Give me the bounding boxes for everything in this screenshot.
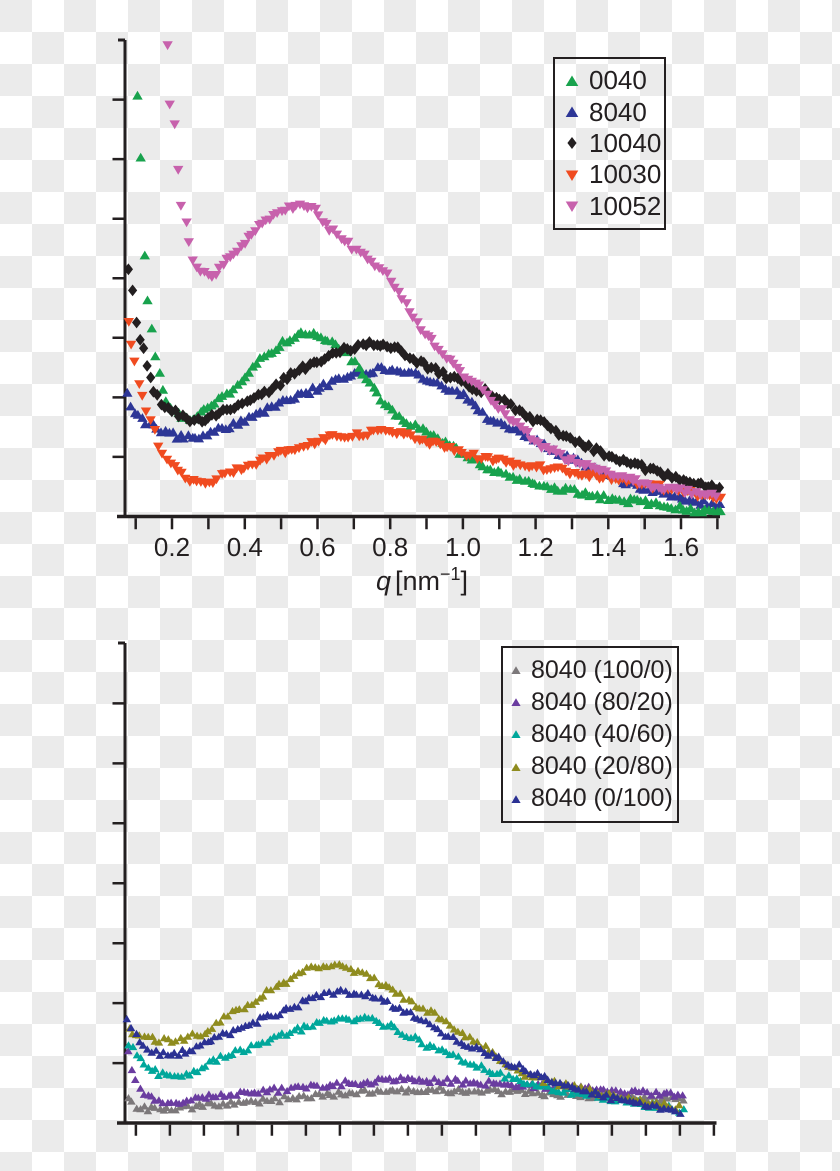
scatter-series-8040-100-0- xyxy=(124,1083,688,1115)
x-axis-unit-exponent: −1 xyxy=(440,564,461,584)
x-tick-label: 1.0 xyxy=(445,532,481,562)
legend-label: 0040 xyxy=(589,65,647,96)
triangle-down-icon xyxy=(565,170,579,181)
scatter-plot-top: 0.2 0.4 0.6 0.8 1.0 1.2 1.4 1.6 xyxy=(112,38,727,562)
scatter-series-0040 xyxy=(132,90,726,517)
legend-label: 8040 (80/20) xyxy=(531,687,673,716)
legend-item: 10030 xyxy=(564,159,664,190)
triangle-up-icon xyxy=(511,666,521,675)
x-tick-label: 1.6 xyxy=(663,532,699,562)
triangle-up-icon xyxy=(565,106,579,118)
x-tick-label: 0.4 xyxy=(227,532,263,562)
legend-item: 8040 (40/60) xyxy=(509,720,677,749)
legend-item: 8040 (80/20) xyxy=(509,688,677,717)
scatter-series-8040-20-80- xyxy=(125,960,684,1113)
triangle-up-icon xyxy=(511,730,521,739)
y-axis-ticks xyxy=(112,702,124,1065)
triangle-up-icon xyxy=(511,762,521,771)
legend-item: 10052 xyxy=(564,191,664,222)
triangle-down-icon xyxy=(565,201,579,213)
legend-label: 10040 xyxy=(589,127,662,158)
legend-label: 8040 (0/100) xyxy=(531,784,673,813)
scatter-series-10030 xyxy=(123,318,727,505)
scatter-plot-bottom xyxy=(112,641,717,1136)
x-tick-label: 1.2 xyxy=(518,532,554,562)
scatter-series-8040 xyxy=(122,362,726,512)
legend-item: 8040 (0/100) xyxy=(509,784,677,813)
x-axis-unit-close: ] xyxy=(460,566,469,596)
legend-item: 8040 (100/0) xyxy=(509,656,677,685)
legend-label: 8040 (20/80) xyxy=(531,752,673,781)
legend-item: 0040 xyxy=(564,65,664,96)
legend-item: 8040 (20/80) xyxy=(509,752,677,781)
legend-label: 8040 (40/60) xyxy=(531,719,673,748)
diamond-icon xyxy=(567,137,577,150)
legend-item: 8040 xyxy=(564,97,664,128)
legend-label: 8040 (100/0) xyxy=(531,655,673,684)
x-axis-ticks xyxy=(134,1124,716,1136)
scatter-series-8040-0-100- xyxy=(122,985,685,1117)
x-axis-label: q [nm−1] xyxy=(322,564,522,597)
triangle-up-icon xyxy=(511,698,521,707)
x-tick-label: 1.4 xyxy=(590,532,626,562)
legend-label: 8040 xyxy=(589,96,647,127)
legend-item: 10040 xyxy=(564,128,664,159)
legend-label: 10030 xyxy=(589,159,662,190)
x-tick-label: 0.6 xyxy=(299,532,335,562)
triangle-up-icon xyxy=(511,795,521,803)
x-tick-label: 0.2 xyxy=(154,532,190,562)
scatter-series-10040 xyxy=(123,263,725,496)
x-axis-unit: [nm xyxy=(394,566,440,596)
x-tick-label: 0.8 xyxy=(372,532,408,562)
legend-bottom-chart: 8040 (100/0) 8040 (80/20) 8040 (40/60) 8… xyxy=(501,646,679,823)
axes xyxy=(112,641,717,1136)
legend-top-chart: 0040 8040 10040 10030 10052 xyxy=(553,57,666,230)
x-axis-ticks xyxy=(134,518,719,530)
axes xyxy=(112,38,720,530)
scatter-series-8040-80-20- xyxy=(124,1047,687,1107)
y-axis-ticks xyxy=(112,98,124,459)
x-axis-variable: q xyxy=(375,566,391,596)
scatter-series-8040-40-60- xyxy=(124,1012,689,1116)
triangle-up-icon xyxy=(565,75,579,86)
legend-label: 10052 xyxy=(589,190,662,221)
